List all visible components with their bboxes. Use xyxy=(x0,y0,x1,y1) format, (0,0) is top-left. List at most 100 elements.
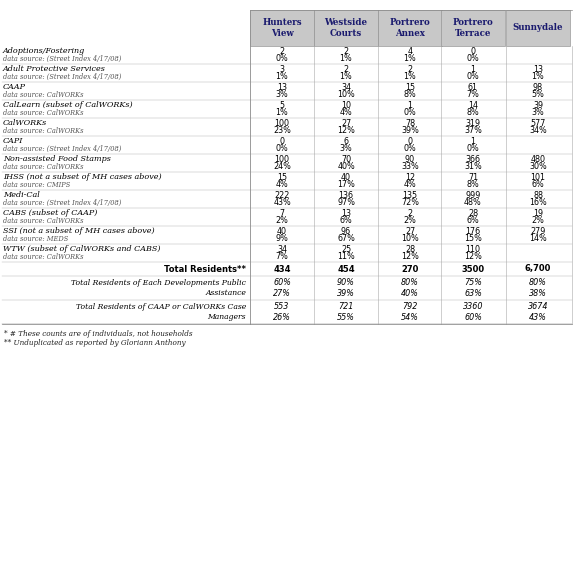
Text: data source: (Street Index 4/17/08): data source: (Street Index 4/17/08) xyxy=(3,199,121,207)
Text: 38%: 38% xyxy=(529,289,547,298)
Text: * # These counts are of individuals, not households: * # These counts are of individuals, not… xyxy=(4,330,193,338)
Text: 0: 0 xyxy=(470,47,476,56)
Text: 12%: 12% xyxy=(337,126,355,135)
Text: 8%: 8% xyxy=(467,108,480,117)
Text: 10%: 10% xyxy=(337,90,355,99)
Text: 4%: 4% xyxy=(340,108,352,117)
Text: 577: 577 xyxy=(530,119,546,128)
Text: data source: (Street Index 4/17/08): data source: (Street Index 4/17/08) xyxy=(3,145,121,153)
Text: 3%: 3% xyxy=(532,108,545,117)
Text: 4%: 4% xyxy=(275,180,289,189)
Bar xyxy=(506,10,570,46)
Text: SSI (not a subset of MH cases above): SSI (not a subset of MH cases above) xyxy=(3,227,155,235)
Text: 23%: 23% xyxy=(273,126,291,135)
Text: 96: 96 xyxy=(341,227,351,236)
Text: CABS (subset of CAAP): CABS (subset of CAAP) xyxy=(3,209,97,217)
Text: 34: 34 xyxy=(277,245,287,254)
Text: 0: 0 xyxy=(408,137,412,146)
Text: 39%: 39% xyxy=(401,126,419,135)
Text: 60%: 60% xyxy=(464,313,482,322)
Text: 319: 319 xyxy=(465,119,481,128)
Text: IHSS (not a subset of MH cases above): IHSS (not a subset of MH cases above) xyxy=(3,173,162,181)
Text: 0: 0 xyxy=(279,137,285,146)
Text: 0%: 0% xyxy=(404,144,416,153)
Text: 4: 4 xyxy=(408,47,412,56)
Text: 78: 78 xyxy=(405,119,415,128)
Text: 135: 135 xyxy=(402,191,417,200)
Text: 792: 792 xyxy=(402,302,417,311)
Text: 0%: 0% xyxy=(275,54,289,63)
Text: 11%: 11% xyxy=(337,252,355,261)
Text: 14%: 14% xyxy=(529,234,547,243)
Text: Adult Protective Services: Adult Protective Services xyxy=(3,65,106,73)
Text: 480: 480 xyxy=(531,155,546,164)
Text: 80%: 80% xyxy=(529,278,547,287)
Text: 39%: 39% xyxy=(337,289,355,298)
Text: 5%: 5% xyxy=(531,90,545,99)
Text: 71: 71 xyxy=(468,173,478,182)
Text: 8%: 8% xyxy=(467,180,480,189)
Text: 15: 15 xyxy=(277,173,287,182)
Text: Sunnydale: Sunnydale xyxy=(513,24,564,32)
Text: 6%: 6% xyxy=(532,180,545,189)
Text: 28: 28 xyxy=(405,245,415,254)
Text: 43%: 43% xyxy=(529,313,547,322)
Text: 60%: 60% xyxy=(273,278,291,287)
Text: 26%: 26% xyxy=(273,313,291,322)
Text: 70: 70 xyxy=(341,155,351,164)
Text: data source: CalWORKs: data source: CalWORKs xyxy=(3,217,83,225)
Text: 8%: 8% xyxy=(404,90,416,99)
Text: 31%: 31% xyxy=(464,162,482,171)
Text: 6%: 6% xyxy=(467,216,480,225)
Text: 88: 88 xyxy=(533,191,543,200)
Text: 2%: 2% xyxy=(404,216,416,225)
Text: 98: 98 xyxy=(533,83,543,92)
Text: 5: 5 xyxy=(279,101,285,110)
Text: 27: 27 xyxy=(405,227,415,236)
Text: 1: 1 xyxy=(470,137,476,146)
Text: 6%: 6% xyxy=(340,216,352,225)
Text: 2: 2 xyxy=(408,65,413,74)
Text: 0%: 0% xyxy=(467,54,480,63)
Text: 1%: 1% xyxy=(275,108,289,117)
Text: 12: 12 xyxy=(405,173,415,182)
Text: 12%: 12% xyxy=(464,252,482,261)
Text: 2: 2 xyxy=(343,65,348,74)
Text: 13: 13 xyxy=(277,83,287,92)
Text: 2%: 2% xyxy=(531,216,545,225)
Text: 30%: 30% xyxy=(529,162,547,171)
Text: 110: 110 xyxy=(466,245,481,254)
Text: 14: 14 xyxy=(468,101,478,110)
Text: 25: 25 xyxy=(341,245,351,254)
Text: 9%: 9% xyxy=(275,234,289,243)
Text: 24%: 24% xyxy=(273,162,291,171)
Text: Non-assisted Food Stamps: Non-assisted Food Stamps xyxy=(3,155,111,163)
Text: 2: 2 xyxy=(279,47,285,56)
Text: 3674: 3674 xyxy=(528,302,548,311)
Text: CAAP: CAAP xyxy=(3,83,26,91)
Text: 1: 1 xyxy=(470,65,476,74)
Text: 37%: 37% xyxy=(464,126,482,135)
Text: CalWORKs: CalWORKs xyxy=(3,119,47,127)
Text: 40: 40 xyxy=(341,173,351,182)
Text: 100: 100 xyxy=(274,155,289,164)
Text: Adoptions/Fostering: Adoptions/Fostering xyxy=(3,47,85,55)
Text: 3%: 3% xyxy=(340,144,352,153)
Text: 4%: 4% xyxy=(404,180,416,189)
Text: 279: 279 xyxy=(530,227,546,236)
Text: 3500: 3500 xyxy=(461,264,485,274)
Text: 6: 6 xyxy=(343,137,348,146)
Text: 0%: 0% xyxy=(467,72,480,81)
Text: 1%: 1% xyxy=(532,72,545,81)
Text: 27%: 27% xyxy=(273,289,291,298)
Text: data source: CalWORKs: data source: CalWORKs xyxy=(3,127,83,135)
Text: ** Unduplicated as reported by Gloriann Anthony: ** Unduplicated as reported by Gloriann … xyxy=(4,339,186,347)
Text: 1%: 1% xyxy=(404,72,416,81)
Text: 40%: 40% xyxy=(401,289,419,298)
Text: Total Residents of CAAP or CalWORKs Case
Managers: Total Residents of CAAP or CalWORKs Case… xyxy=(76,304,246,321)
Text: 61: 61 xyxy=(468,83,478,92)
Text: 2: 2 xyxy=(343,47,348,56)
Text: 33%: 33% xyxy=(401,162,419,171)
Text: 0%: 0% xyxy=(275,144,289,153)
Text: 176: 176 xyxy=(465,227,481,236)
